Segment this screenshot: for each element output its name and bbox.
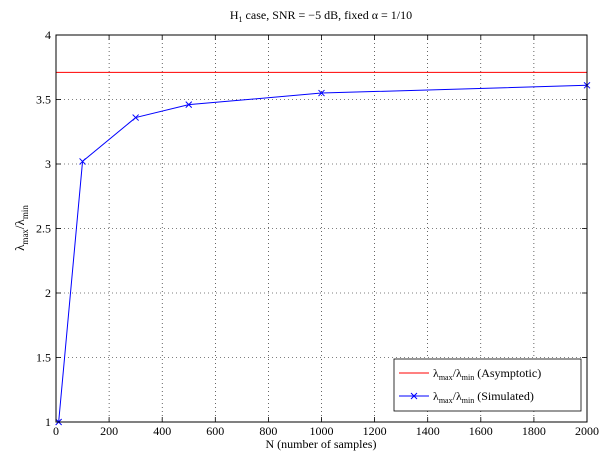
legend-label-simulated: λmax/λmin (Simulated) (433, 389, 534, 405)
x-tick-label: 2000 (575, 424, 599, 438)
y-tick-label: 4 (45, 28, 51, 42)
x-tick-label: 1000 (310, 424, 334, 438)
x-axis-label: N (number of samples) (266, 437, 377, 451)
y-tick-label: 2.5 (36, 222, 51, 236)
legend-marker-simulated (410, 392, 418, 400)
grid (56, 35, 587, 422)
series-line-1 (58, 84, 588, 423)
x-tick-label: 0 (53, 424, 59, 438)
data-point-marker (79, 158, 86, 165)
x-tick-label: 1600 (469, 424, 493, 438)
legend: λmax/λmin (Asymptotic) λmax/λmin (Simula… (393, 358, 582, 412)
data-point-marker (185, 101, 193, 109)
legend-box (393, 358, 582, 412)
x-tick-label: 1800 (522, 424, 546, 438)
y-tick-label: 3 (45, 157, 51, 171)
legend-label-asymptotic: λmax/λmin (Asymptotic) (433, 366, 541, 382)
y-tick-label: 2 (45, 286, 51, 300)
chart-title: H1 case, SNR = −5 dB, fixed α = 1/10 (230, 8, 412, 24)
x-tick-label: 400 (153, 424, 171, 438)
y-axis-label: λmax/λmin (12, 205, 30, 251)
y-tick-label: 1.5 (36, 351, 51, 365)
data-point-marker (132, 114, 140, 121)
x-tick-label: 800 (259, 424, 277, 438)
y-tick-label: 3.5 (36, 93, 51, 107)
x-tick-label: 1400 (416, 424, 440, 438)
ticks: 0 200 400 600 800 1000 1200 1400 1600 1800 2000 1 1.… (36, 28, 599, 438)
data-point-marker (318, 89, 325, 97)
y-tick-label: 1 (45, 415, 51, 429)
x-tick-label: 1200 (363, 424, 387, 438)
x-tick-label: 600 (206, 424, 224, 438)
x-tick-label: 200 (100, 424, 118, 438)
